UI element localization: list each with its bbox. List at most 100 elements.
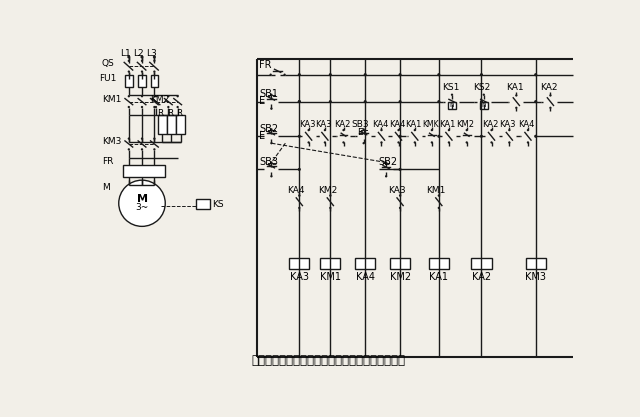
Circle shape: [329, 207, 332, 209]
Text: KM1: KM1: [426, 186, 446, 196]
Circle shape: [307, 141, 310, 143]
Text: E: E: [357, 128, 363, 137]
Circle shape: [153, 148, 156, 151]
Circle shape: [298, 207, 301, 209]
Circle shape: [141, 60, 143, 62]
Text: KA3: KA3: [388, 186, 405, 196]
Text: KA1: KA1: [405, 120, 421, 129]
Text: M: M: [136, 193, 147, 203]
Circle shape: [127, 70, 130, 73]
Text: KA1: KA1: [439, 120, 456, 129]
Text: KA2: KA2: [334, 120, 350, 129]
Text: KA4: KA4: [287, 186, 305, 196]
Text: KA3: KA3: [315, 120, 332, 129]
Bar: [525, 258, 546, 269]
Circle shape: [480, 73, 483, 76]
Circle shape: [508, 141, 511, 143]
Text: KM2: KM2: [150, 95, 169, 104]
Text: KA4: KA4: [356, 272, 374, 282]
Circle shape: [413, 141, 416, 143]
Circle shape: [329, 100, 332, 103]
Text: KM2: KM2: [456, 120, 474, 129]
Text: SB1: SB1: [259, 89, 278, 99]
Text: L3: L3: [146, 49, 157, 58]
Circle shape: [298, 73, 301, 76]
Circle shape: [127, 106, 130, 108]
Circle shape: [298, 100, 301, 103]
Circle shape: [177, 106, 179, 108]
Text: KA2: KA2: [472, 272, 491, 282]
Circle shape: [534, 135, 537, 138]
Text: KM1: KM1: [320, 272, 341, 282]
Bar: [320, 258, 340, 269]
Text: n: n: [450, 103, 454, 108]
Circle shape: [448, 141, 450, 143]
Circle shape: [155, 95, 157, 98]
Text: KA3: KA3: [290, 272, 309, 282]
Circle shape: [167, 95, 170, 98]
Text: n: n: [481, 103, 486, 108]
Bar: [157, 116, 167, 134]
Bar: [429, 258, 449, 269]
Bar: [123, 165, 165, 177]
Circle shape: [153, 95, 156, 98]
Circle shape: [380, 129, 383, 131]
Circle shape: [141, 95, 143, 98]
Circle shape: [451, 108, 453, 110]
Text: KM2: KM2: [318, 186, 337, 196]
Text: KA3: KA3: [500, 120, 516, 129]
Text: R: R: [167, 109, 173, 118]
Text: KA1: KA1: [429, 272, 449, 282]
Text: KM3: KM3: [102, 137, 121, 146]
Text: KS1: KS1: [442, 83, 459, 92]
Bar: [167, 116, 176, 134]
Text: FR: FR: [259, 60, 271, 70]
Bar: [472, 258, 492, 269]
Bar: [176, 116, 186, 134]
Circle shape: [329, 73, 332, 76]
Circle shape: [399, 207, 401, 209]
Circle shape: [399, 100, 402, 103]
Bar: [390, 258, 410, 269]
Circle shape: [399, 194, 401, 197]
Bar: [138, 75, 146, 87]
Circle shape: [549, 107, 552, 109]
Circle shape: [399, 168, 402, 171]
Text: KS2: KS2: [474, 83, 491, 92]
Circle shape: [438, 194, 440, 197]
Circle shape: [270, 161, 273, 163]
Circle shape: [490, 141, 493, 143]
Text: L2: L2: [134, 49, 144, 58]
Circle shape: [465, 129, 468, 131]
Bar: [125, 75, 132, 87]
Bar: [480, 103, 488, 108]
Text: KA1: KA1: [506, 83, 524, 92]
Text: QS: QS: [102, 59, 115, 68]
Text: M: M: [102, 183, 109, 192]
Text: KS: KS: [212, 200, 223, 209]
Circle shape: [127, 148, 130, 151]
Circle shape: [127, 95, 130, 98]
Text: E: E: [259, 96, 265, 106]
Text: KM1: KM1: [102, 95, 121, 104]
Circle shape: [153, 138, 156, 140]
Circle shape: [508, 129, 511, 131]
Text: FU1: FU1: [99, 74, 116, 83]
Circle shape: [298, 135, 301, 138]
Text: 具有反接制动电阻的可逆运行反接制动的控制线路: 具有反接制动电阻的可逆运行反接制动的控制线路: [251, 354, 405, 367]
Text: KA4: KA4: [518, 120, 534, 129]
Circle shape: [141, 70, 143, 73]
Text: SB2: SB2: [259, 123, 278, 133]
Circle shape: [141, 106, 143, 108]
Circle shape: [119, 180, 165, 226]
Circle shape: [127, 138, 130, 140]
Text: KA4: KA4: [372, 120, 388, 129]
Circle shape: [515, 94, 518, 97]
Circle shape: [362, 142, 365, 144]
Circle shape: [399, 135, 402, 138]
Circle shape: [364, 100, 367, 103]
Circle shape: [448, 129, 450, 131]
Circle shape: [153, 70, 156, 73]
Text: E: E: [259, 131, 265, 141]
Circle shape: [451, 93, 453, 96]
